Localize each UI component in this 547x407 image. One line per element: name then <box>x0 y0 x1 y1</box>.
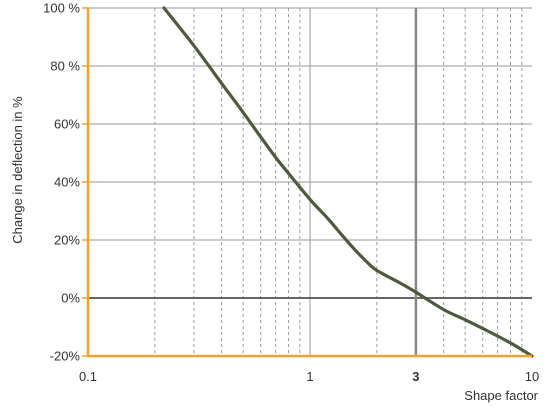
series-line <box>162 6 534 358</box>
y-tick-label: 100 % <box>43 1 80 16</box>
x-axis-title: Shape factor <box>464 388 538 403</box>
x-tick-label: 3 <box>412 369 419 384</box>
x-tick-labels: 0.1 1 3 10 <box>79 369 539 384</box>
y-tick-label: 80 % <box>50 59 80 74</box>
x-tick-label: 10 <box>525 369 539 384</box>
y-tick-label: 0% <box>61 291 80 306</box>
y-axis-title: Change in deflection in % <box>10 96 25 244</box>
y-tick-label: 40% <box>54 175 80 190</box>
y-tick-label: 60% <box>54 117 80 132</box>
grid-major-lines <box>88 7 532 356</box>
x-tick-label: 1 <box>306 369 313 384</box>
y-tick-label: -20% <box>50 349 81 364</box>
y-tick-label: 20% <box>54 233 80 248</box>
y-tick-labels: 100 % 80 % 60% 40% 20% 0% -20% <box>43 1 88 364</box>
series-layer <box>162 6 534 358</box>
x-tick-label: 0.1 <box>79 369 97 384</box>
